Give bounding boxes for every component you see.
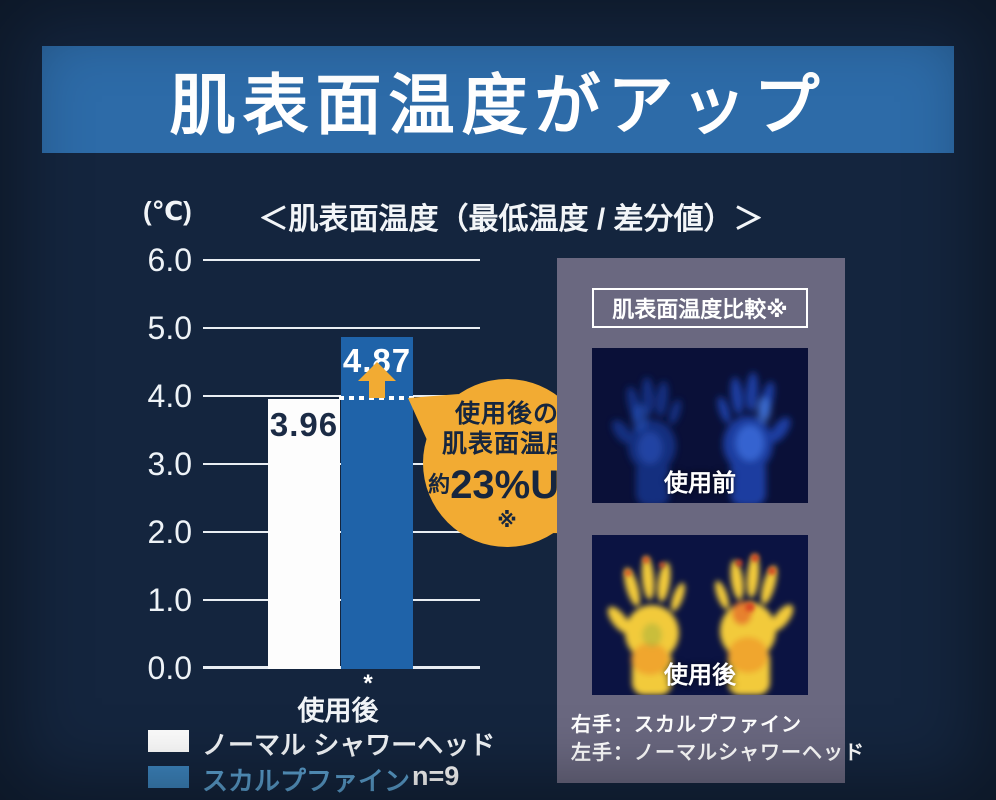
- y-tick-label: 2.0: [147, 514, 192, 550]
- badge-line-2: 肌表面温度: [441, 430, 572, 458]
- bar-normal-showerhead: 3.96: [268, 399, 340, 669]
- y-axis-unit-label: (℃): [143, 196, 192, 226]
- bar-scalp-fine: 4.87: [341, 337, 413, 669]
- legend-swatch-normal: [148, 730, 189, 752]
- caption-left-hand: 左手：ノーマルシャワーヘッド: [571, 742, 865, 764]
- y-tick-label: 6.0: [147, 242, 192, 278]
- x-axis-category-label: 使用後: [297, 696, 379, 726]
- legend-label-normal: ノーマル シャワーヘッド: [202, 730, 496, 760]
- caption-right-hand: 右手：スカルプファイン: [571, 714, 802, 736]
- thermal-image-after: 使用後: [592, 535, 808, 695]
- arrow-up-icon: [358, 362, 396, 403]
- panel-title-box: 肌表面温度比較※: [592, 288, 808, 328]
- panel-title: 肌表面温度比較※: [612, 297, 788, 322]
- after-use-label: 使用後: [664, 662, 736, 689]
- y-tick-label: 5.0: [147, 310, 192, 346]
- sample-size-label: n=9: [412, 761, 460, 791]
- reference-dotted-line: [339, 396, 416, 400]
- x-axis-asterisk-note: *: [363, 670, 373, 697]
- legend-label-scalp: スカルプファイン: [202, 766, 411, 796]
- thermal-comparison-panel: 肌表面温度比較※: [557, 258, 864, 783]
- header-banner: 肌表面温度がアップ: [42, 46, 954, 153]
- y-tick-label: 3.0: [147, 446, 192, 482]
- thermal-image-before: 使用前: [592, 348, 808, 503]
- badge-line-1: 使用後の: [454, 400, 559, 428]
- y-tick-label: 4.0: [147, 378, 192, 414]
- y-tick-label: 0.0: [147, 650, 192, 686]
- gridline-6: [203, 259, 480, 261]
- legend-swatch-scalp: [148, 766, 189, 788]
- y-tick-label: 1.0: [147, 582, 192, 618]
- badge-footnote-mark: ※: [497, 510, 517, 532]
- badge-approx: 約: [428, 472, 451, 497]
- chart-title: ＜肌表面温度（最低温度 / 差分値）＞: [258, 203, 764, 236]
- page-title: 肌表面温度がアップ: [169, 67, 827, 142]
- bar-value-normal: 3.96: [269, 406, 339, 443]
- before-use-label: 使用前: [664, 470, 736, 497]
- gridline-5: [203, 327, 480, 329]
